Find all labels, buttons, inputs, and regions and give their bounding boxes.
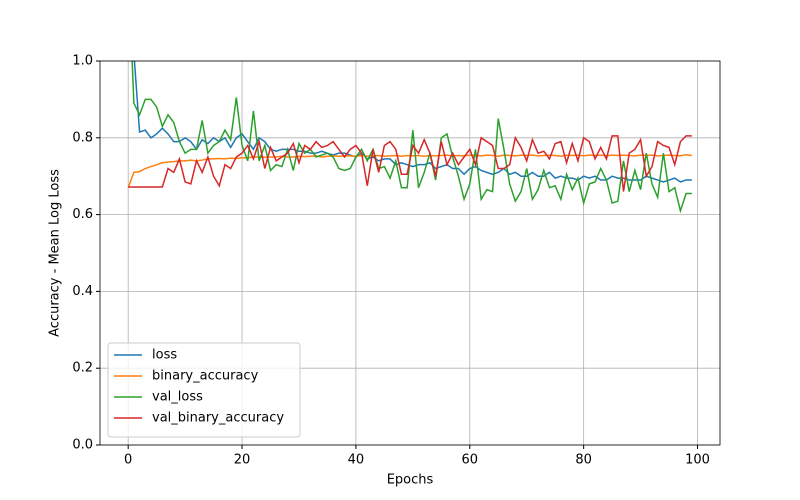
x-tick-label: 40	[348, 453, 365, 468]
x-tick-label: 20	[234, 453, 251, 468]
x-tick-label: 100	[685, 453, 710, 468]
legend-label: binary_accuracy	[152, 369, 259, 384]
y-axis-label: Accuracy - Mean Log Loss	[48, 169, 63, 337]
plot-frame	[99, 60, 721, 446]
y-tick-label: 0.8	[72, 130, 93, 145]
data-line	[128, 135, 692, 192]
y-tick-label: 0.2	[72, 361, 93, 376]
x-tick-label: 0	[124, 453, 132, 468]
y-tick-label: 1.0	[72, 54, 93, 69]
y-tick-label: 0.4	[72, 284, 93, 299]
legend-label: loss	[152, 348, 177, 363]
legend-label: val_binary_accuracy	[152, 411, 284, 426]
y-tick-label: 0.6	[72, 207, 93, 222]
legend-label: val_loss	[152, 390, 203, 405]
x-tick-label: 60	[462, 453, 479, 468]
x-axis-label: Epochs	[387, 473, 434, 488]
x-tick-label: 80	[575, 453, 592, 468]
y-tick-label: 0.0	[72, 438, 93, 453]
legend-box	[107, 342, 301, 438]
plot-area	[127, 61, 692, 214]
